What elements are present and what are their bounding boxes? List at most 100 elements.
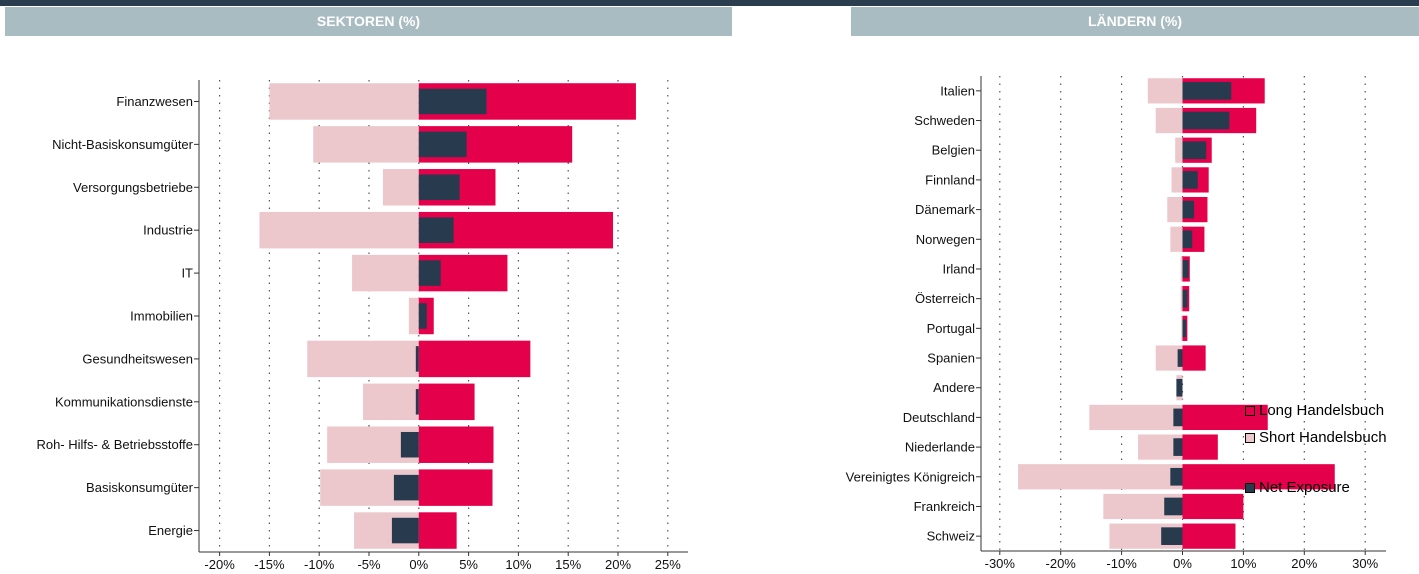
sectors-x-tick-label: 20%: [605, 557, 631, 572]
sectors-short-bar: [352, 254, 419, 292]
sectors-panel-title: SEKTOREN (%): [5, 7, 732, 36]
countries-net-bar: [1182, 319, 1187, 338]
sectors-category-label: Finanzwesen: [116, 94, 193, 109]
sectors-short-bar: [307, 340, 419, 378]
countries-category-label: Irland: [942, 261, 975, 276]
sectors-net-bar: [418, 217, 454, 243]
countries-short-bar: [1167, 196, 1183, 223]
countries-net-bar: [1182, 260, 1189, 278]
countries-long-bar: [1182, 434, 1218, 460]
countries-net-bar: [1182, 82, 1232, 100]
sectors-short-bar: [382, 169, 419, 206]
sectors-category-label: Roh- Hilfs- & Betriebsstoffe: [36, 437, 193, 452]
sectors-category-label: Basiskonsumgüter: [86, 480, 194, 495]
sectors-net-bar: [418, 174, 460, 201]
countries-category-label: Andere: [933, 380, 975, 395]
legend-swatch-net: [1245, 482, 1255, 493]
sectors-long-bar: [418, 426, 494, 463]
countries-category-label: Portugal: [927, 321, 976, 336]
countries-category-label: Schweden: [914, 113, 975, 128]
sectors-long-bar: [418, 469, 493, 506]
countries-x-tick-label: -30%: [985, 556, 1016, 571]
sectors-net-bar: [400, 431, 419, 458]
countries-short-bar: [1171, 167, 1183, 193]
countries-net-bar: [1182, 141, 1207, 160]
countries-panel-title: LÄNDERN (%): [851, 7, 1419, 36]
countries-x-tick-label: -10%: [1106, 556, 1137, 571]
top-bar: [0, 0, 1419, 6]
countries-category-label: Frankreich: [914, 499, 975, 514]
legend-swatch-short: [1245, 432, 1255, 443]
countries-net-bar: [1182, 171, 1198, 189]
sectors-short-bar: [269, 83, 419, 120]
sectors-long-bar: [418, 383, 475, 421]
legend-label-long: Long Handelsbuch: [1259, 402, 1385, 419]
countries-net-bar: [1182, 200, 1195, 219]
countries-category-label: Italien: [940, 83, 975, 98]
sectors-category-label: Immobilien: [130, 309, 193, 324]
countries-net-bar: [1177, 349, 1183, 367]
sectors-net-bar: [391, 517, 419, 544]
sectors-long-bar: [418, 512, 457, 549]
countries-long-bar: [1182, 464, 1335, 490]
sectors-net-bar: [415, 346, 419, 372]
countries-category-label: Vereinigtes Königreich: [846, 469, 975, 484]
sectors-x-tick-label: 15%: [555, 557, 581, 572]
countries-short-bar: [1175, 137, 1183, 163]
countries-short-bar: [1018, 464, 1183, 490]
sectors-net-bar: [418, 303, 427, 329]
countries-net-bar: [1182, 111, 1230, 130]
countries-short-bar: [1089, 404, 1183, 431]
sectors-x-tick-label: -15%: [254, 557, 285, 572]
sectors-x-tick-label: -5%: [357, 557, 381, 572]
countries-net-bar: [1161, 527, 1183, 545]
sectors-x-tick-label: -20%: [204, 557, 235, 572]
countries-category-label: Belgien: [932, 143, 975, 158]
countries-category-label: Österreich: [915, 291, 975, 306]
countries-long-bar: [1182, 345, 1206, 371]
sectors-x-tick-label: 0%: [409, 557, 428, 572]
countries-long-bar: [1182, 523, 1236, 549]
countries-category-label: Schweiz: [927, 529, 975, 544]
countries-category-label: Niederlande: [905, 440, 975, 455]
countries-short-bar: [1155, 107, 1183, 134]
sectors-category-label: Industrie: [143, 223, 193, 238]
countries-short-bar: [1147, 78, 1183, 104]
countries-category-label: Finnland: [925, 172, 975, 187]
countries-net-bar: [1176, 378, 1183, 397]
countries-net-bar: [1170, 467, 1183, 486]
sectors-category-label: Energie: [148, 523, 193, 538]
countries-short-bar: [1180, 286, 1183, 312]
countries-x-tick-label: 0%: [1173, 556, 1192, 571]
countries-category-label: Dänemark: [915, 202, 975, 217]
sectors-short-bar: [363, 383, 419, 421]
sectors-short-bar: [408, 297, 419, 335]
sectors-short-bar: [259, 211, 419, 249]
countries-x-tick-label: -20%: [1046, 556, 1077, 571]
countries-x-tick-label: 10%: [1230, 556, 1256, 571]
legend-label-net: Net Exposure: [1259, 479, 1350, 496]
countries-x-tick-label: 20%: [1291, 556, 1317, 571]
countries-net-bar: [1173, 408, 1183, 427]
sectors-long-bar: [418, 340, 531, 378]
countries-category-label: Norwegen: [916, 232, 975, 247]
countries-net-bar: [1182, 289, 1188, 308]
countries-short-bar: [1170, 226, 1183, 252]
sectors-x-tick-label: 25%: [655, 557, 681, 572]
sectors-category-label: Versorgungsbetriebe: [73, 180, 193, 195]
countries-net-bar: [1173, 438, 1183, 456]
sectors-category-label: Kommunikationsdienste: [55, 394, 193, 409]
sectors-x-tick-label: -10%: [304, 557, 335, 572]
countries-long-bar: [1182, 493, 1244, 520]
sectors-net-bar: [415, 389, 419, 415]
legend-item-short: Short Handelsbuch: [1245, 429, 1387, 446]
sectors-chart: Finanzwesen Nicht-Basiskonsumgüter Versorg…: [36, 80, 688, 572]
countries-short-bar: [1181, 315, 1183, 341]
sectors-net-bar: [418, 131, 467, 158]
countries-category-label: Deutschland: [903, 410, 975, 425]
sectors-x-tick-label: 10%: [505, 557, 531, 572]
legend-item-net: Net Exposure: [1245, 479, 1350, 496]
countries-net-bar: [1164, 497, 1183, 516]
sectors-net-bar: [418, 88, 487, 115]
